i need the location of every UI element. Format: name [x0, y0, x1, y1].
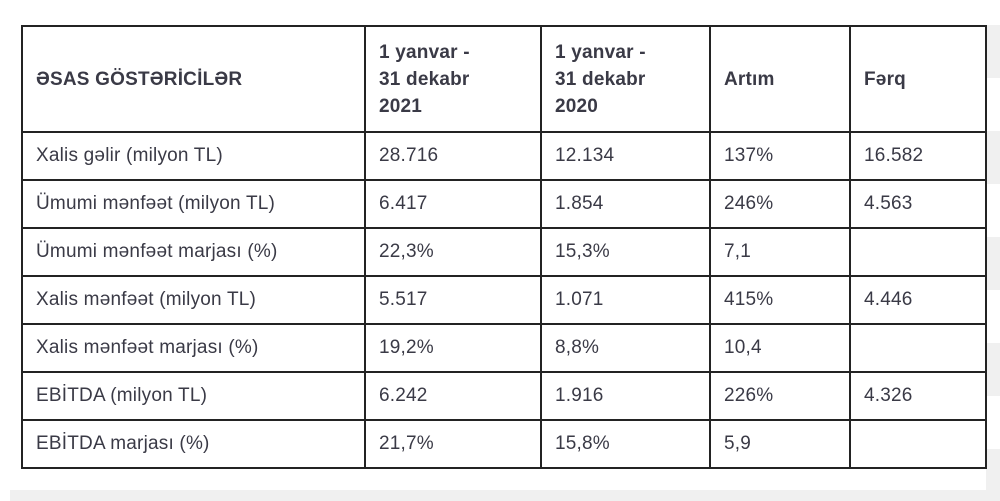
value-growth: 10,4: [709, 323, 851, 373]
value-2021: 19,2%: [364, 323, 542, 373]
header-difference: Fərq: [849, 25, 987, 133]
value-growth: 226%: [709, 371, 851, 421]
value-difference: 4.563: [849, 179, 987, 229]
row-label: EBİTDA (milyon TL): [21, 371, 366, 421]
key-indicators-table: ƏSAS GÖSTƏRİCİLƏR 1 yanvar - 31 dekabr 2…: [21, 25, 987, 469]
value-2021: 22,3%: [364, 227, 542, 277]
table-row: Xalis gəlir (milyon TL) 28.716 12.134 13…: [21, 131, 987, 181]
header-growth: Artım: [709, 25, 851, 133]
value-growth: 5,9: [709, 419, 851, 469]
value-2020: 8,8%: [540, 323, 711, 373]
header-period-2021: 1 yanvar - 31 dekabr 2021: [364, 25, 542, 133]
value-difference: [849, 419, 987, 469]
value-growth: 415%: [709, 275, 851, 325]
value-growth: 7,1: [709, 227, 851, 277]
value-2021: 5.517: [364, 275, 542, 325]
table-header-row: ƏSAS GÖSTƏRİCİLƏR 1 yanvar - 31 dekabr 2…: [21, 25, 987, 133]
value-difference: 16.582: [849, 131, 987, 181]
value-growth: 246%: [709, 179, 851, 229]
table-row: EBİTDA marjası (%) 21,7% 15,8% 5,9: [21, 419, 987, 469]
table-row: Xalis mənfəət marjası (%) 19,2% 8,8% 10,…: [21, 323, 987, 373]
row-label: Xalis mənfəət (milyon TL): [21, 275, 366, 325]
table-row: Xalis mənfəət (milyon TL) 5.517 1.071 41…: [21, 275, 987, 325]
value-difference: [849, 227, 987, 277]
table-row: Ümumi mənfəət marjası (%) 22,3% 15,3% 7,…: [21, 227, 987, 277]
page-background-strip: [10, 490, 1000, 501]
value-2020: 12.134: [540, 131, 711, 181]
value-2020: 15,3%: [540, 227, 711, 277]
value-2021: 21,7%: [364, 419, 542, 469]
row-label: Ümumi mənfəət (milyon TL): [21, 179, 366, 229]
value-difference: [849, 323, 987, 373]
header-period-2020: 1 yanvar - 31 dekabr 2020: [540, 25, 711, 133]
row-label: Xalis mənfəət marjası (%): [21, 323, 366, 373]
row-label: Xalis gəlir (milyon TL): [21, 131, 366, 181]
value-difference: 4.326: [849, 371, 987, 421]
value-difference: 4.446: [849, 275, 987, 325]
value-2020: 1.854: [540, 179, 711, 229]
header-indicators: ƏSAS GÖSTƏRİCİLƏR: [21, 25, 366, 133]
table-row: Ümumi mənfəət (milyon TL) 6.417 1.854 24…: [21, 179, 987, 229]
value-2021: 6.242: [364, 371, 542, 421]
value-2020: 15,8%: [540, 419, 711, 469]
value-2020: 1.071: [540, 275, 711, 325]
value-2021: 28.716: [364, 131, 542, 181]
row-label: EBİTDA marjası (%): [21, 419, 366, 469]
value-growth: 137%: [709, 131, 851, 181]
table-row: EBİTDA (milyon TL) 6.242 1.916 226% 4.32…: [21, 371, 987, 421]
value-2020: 1.916: [540, 371, 711, 421]
row-label: Ümumi mənfəət marjası (%): [21, 227, 366, 277]
clipped-adjacent-content-stripes: [986, 25, 1000, 501]
value-2021: 6.417: [364, 179, 542, 229]
